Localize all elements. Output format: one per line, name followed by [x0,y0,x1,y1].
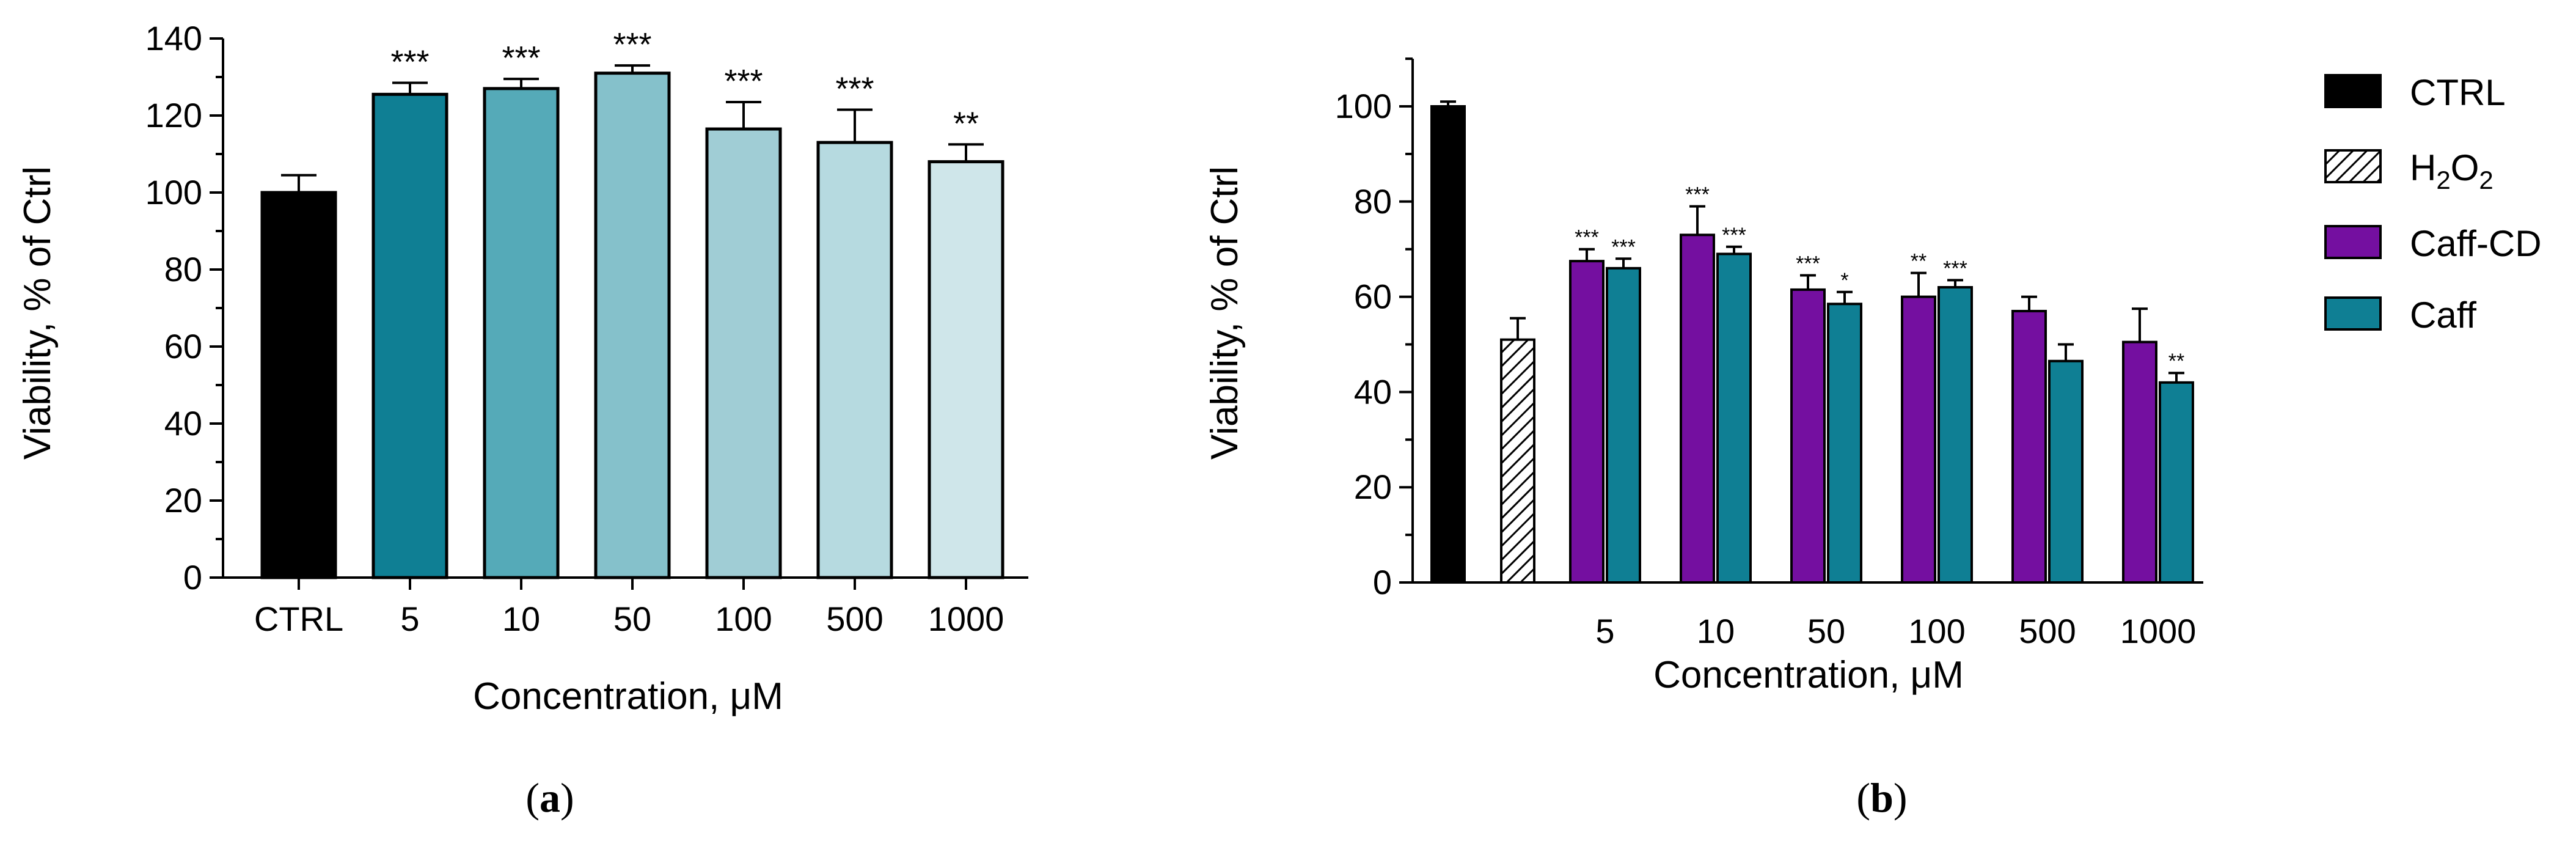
a-y-tick-label: 140 [145,19,202,57]
b-y-tick-label: 20 [1354,468,1392,506]
b-x-tick-label: 5 [1595,612,1614,650]
b-bar-caff-cd-500 [2011,309,2047,584]
a-bar-50 [594,72,671,579]
b-bar-caff-5 [1606,266,1641,584]
a-y-axis-label: Viability, % of Ctrl [16,166,59,460]
b-x-tick-label: 10 [1697,612,1735,650]
a-y-tick-label: 100 [145,173,202,211]
b-bar-caff-50 [1827,303,1862,584]
b-bar-caff-cd-1000 [2122,340,2157,584]
b-significance-label: *** [1685,183,1710,207]
b-significance-label: *** [1575,226,1599,249]
a-x-tick-label: 5 [400,600,419,638]
legend-item-ctrl: CTRL [2324,72,2506,113]
a-bar-100 [705,127,782,579]
b-bar-caff-100 [1937,286,1973,584]
legend-swatch-caff [2324,296,2382,331]
b-y-tick-label: 80 [1354,182,1392,221]
b-x-tick-label: 100 [1908,612,1965,650]
legend-label-caff-cd: Caff-CD [2410,223,2542,264]
b-bar-caff-cd-50 [1790,288,1826,584]
a-x-tick-label: CTRL [254,600,343,638]
chart-b: Viability, % of Ctrl Concentration, μM (… [1204,57,2542,821]
b-y-axis-label: Viability, % of Ctrl [1204,166,1246,460]
a-significance-label: *** [502,40,540,76]
a-significance-label: *** [724,63,763,100]
legend-item-h2o2: H2O2 [2324,147,2494,194]
b-significance-label: ** [1911,250,1927,273]
legend-label-caff: Caff [2410,295,2476,336]
b-x-tick-label: 500 [2019,612,2076,650]
a-significance-label: *** [613,26,651,63]
legend-item-caff-cd: Caff-CD [2324,223,2542,264]
a-y-tick-label: 20 [164,481,202,520]
b-bar-ctrl [1430,105,1466,584]
b-bar-caff-cd-10 [1680,233,1715,584]
legend-label-ctrl: CTRL [2410,72,2506,113]
a-x-tick-label: 10 [502,600,540,638]
b-bar-h2o2 [1500,338,1535,584]
b-y-tick-label: 0 [1373,563,1392,601]
legend-swatch-caff-cd [2324,225,2382,259]
a-bar-1000 [928,160,1004,579]
legend-item-caff: Caff [2324,295,2476,336]
b-significance-label: ** [2168,350,2184,373]
a-x-axis-label: Concentration, μM [473,675,783,718]
legend-swatch-ctrl [2324,74,2382,108]
b-bar-caff-cd-5 [1569,260,1605,584]
b-panel-label: (b) [1856,774,1907,821]
a-y-tick-label: 40 [164,404,202,443]
a-y-tick-label: 60 [164,327,202,365]
a-y-tick-label: 0 [183,558,202,597]
a-bar-10 [483,87,560,579]
b-x-axis-label: Concentration, μM [1653,654,1964,696]
b-significance-label: *** [1943,257,1967,280]
chart-a: Viability, % of Ctrl Concentration, μM (… [16,19,1028,821]
a-y-tick-label: 80 [164,250,202,288]
b-y-tick-label: 100 [1335,87,1392,125]
b-x-tick-label: 50 [1807,612,1845,650]
b-bar-caff-10 [1716,252,1752,584]
a-significance-label: *** [390,43,429,80]
b-x-tick-label: 1000 [2120,612,2197,650]
b-significance-label: *** [1722,224,1746,247]
b-significance-label: * [1840,269,1848,292]
a-x-tick-label: 50 [613,600,651,638]
a-y-tick-label: 120 [145,96,202,134]
a-x-tick-label: 100 [715,600,772,638]
a-significance-label: ** [953,105,979,142]
b-y-tick-label: 40 [1354,372,1392,411]
b-y-tick-label: 60 [1354,277,1392,316]
a-x-tick-label: 1000 [928,600,1004,638]
b-bar-caff-1000 [2159,381,2194,584]
a-bar-500 [816,141,893,579]
a-significance-label: *** [835,71,874,108]
b-significance-label: *** [1611,235,1636,259]
b-legend: CTRL H2O2 Caff-CD Caff [2324,72,2542,336]
a-panel-label: (a) [525,774,574,821]
b-significance-label: *** [1796,252,1820,276]
a-bar-CTRL [260,191,337,579]
a-x-tick-label: 500 [826,600,883,638]
legend-label-h2o2: H2O2 [2410,147,2494,194]
b-bar-caff-500 [2048,359,2084,584]
legend-swatch-h2o2 [2324,149,2382,183]
b-bar-caff-cd-100 [1901,295,1936,584]
a-bar-5 [371,92,448,579]
